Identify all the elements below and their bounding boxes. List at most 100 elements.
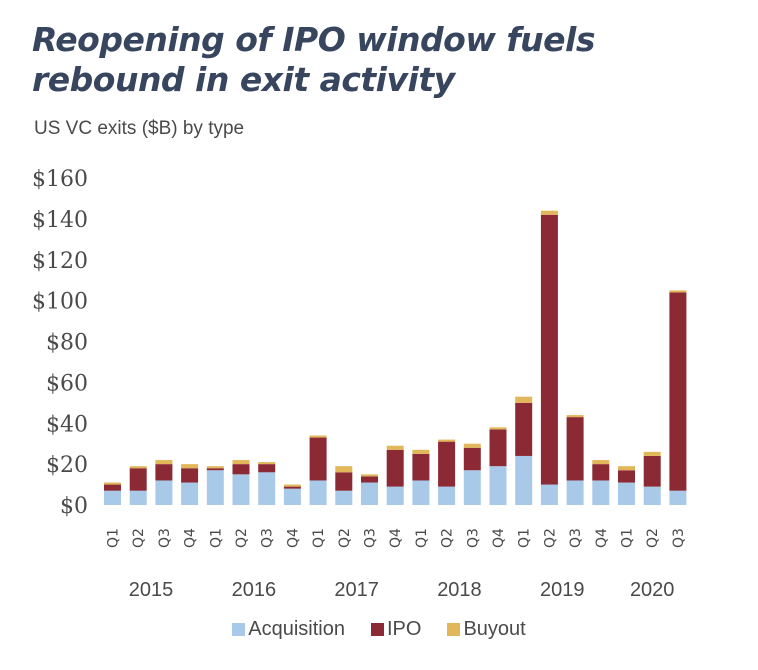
bar-buyout <box>361 474 378 477</box>
x-tick-label: Q4 <box>285 528 301 548</box>
bar-ipo <box>181 468 199 483</box>
year-label: 2020 <box>630 579 675 601</box>
bar-ipo <box>335 472 353 491</box>
year-label: 2016 <box>232 579 277 601</box>
bar-ipo <box>540 214 558 485</box>
x-tick-label: Q2 <box>645 528 661 548</box>
bar-acquisition <box>309 480 327 505</box>
bar-ipo <box>412 453 430 481</box>
bar-acquisition <box>592 480 610 505</box>
y-tick-label: $0 <box>60 494 88 519</box>
y-tick-label: $20 <box>46 453 88 478</box>
y-tick-label: $120 <box>32 249 88 274</box>
bar-ipo <box>515 402 533 456</box>
legend-label-ipo: IPO <box>387 618 422 640</box>
x-tick-label: Q4 <box>491 528 507 548</box>
legend-swatch-buyout <box>447 623 461 636</box>
bar-buyout <box>412 449 430 454</box>
x-tick-label: Q3 <box>465 528 481 548</box>
x-tick-label: Q4 <box>388 528 404 548</box>
bar-acquisition <box>181 482 199 505</box>
y-tick-label: $80 <box>46 331 88 356</box>
x-tick-label: Q2 <box>542 528 558 548</box>
bar-acquisition <box>232 474 250 505</box>
bar-acquisition <box>489 466 507 505</box>
x-tick-label: Q2 <box>440 528 456 548</box>
bar-buyout <box>592 460 610 465</box>
legend-item-ipo: IPO <box>371 618 421 641</box>
bar-acquisition <box>438 486 456 505</box>
year-label: 2019 <box>540 579 585 601</box>
bar-buyout <box>283 484 301 487</box>
bar-ipo <box>669 292 687 491</box>
x-tick-label: Q3 <box>260 528 276 548</box>
x-tick-label: Q1 <box>414 528 430 548</box>
bar-ipo <box>258 464 276 473</box>
bar-ipo <box>386 449 404 487</box>
y-axis: $0 $20 $40 $60 $80 $100 $120 $140 $160 <box>32 167 88 519</box>
y-tick-label: $60 <box>46 371 88 396</box>
legend: Acquisition IPO Buyout <box>0 618 758 641</box>
bar-acquisition <box>386 486 404 505</box>
y-tick-label: $160 <box>32 167 88 192</box>
legend-item-buyout: Buyout <box>447 618 526 641</box>
bar-ipo <box>361 476 378 483</box>
x-tick-label: Q1 <box>208 528 224 548</box>
bar-buyout <box>438 439 456 442</box>
bar-buyout <box>489 427 507 430</box>
bar-acquisition <box>643 486 661 505</box>
bar-ipo <box>129 468 147 491</box>
legend-swatch-acquisition <box>232 623 246 636</box>
bar-buyout <box>129 466 147 469</box>
bar-buyout <box>669 290 687 293</box>
bar-acquisition <box>335 490 353 505</box>
bar-ipo <box>489 429 507 467</box>
y-tick-label: $140 <box>32 208 88 233</box>
x-tick-label: Q4 <box>183 528 199 548</box>
bar-acquisition <box>412 480 430 505</box>
x-tick-label: Q1 <box>517 528 533 548</box>
bar-acquisition <box>155 480 173 505</box>
bar-ipo <box>155 464 173 481</box>
x-tick-label: Q3 <box>363 528 379 548</box>
bars <box>104 210 687 505</box>
bar-acquisition <box>618 482 635 505</box>
bar-chart: $0$20$40$60$80$100$120$140$160 Q1 Q2 Q3 Q4 Q… <box>32 167 687 601</box>
bar-buyout <box>386 445 404 450</box>
year-label: 2017 <box>334 579 379 601</box>
bar-buyout <box>618 466 635 471</box>
x-tick-label: Q1 <box>620 528 636 548</box>
bar-buyout <box>181 464 199 469</box>
bar-acquisition <box>104 490 121 505</box>
bar-acquisition <box>361 482 378 505</box>
bar-ipo <box>566 417 584 481</box>
legend-label-buyout: Buyout <box>463 618 526 640</box>
bar-buyout <box>515 396 533 403</box>
bar-buyout <box>540 210 558 215</box>
bar-ipo <box>309 437 327 481</box>
bar-buyout <box>155 460 173 465</box>
x-tick-label: Q4 <box>594 528 610 548</box>
x-tick-label: Q2 <box>131 528 147 548</box>
x-tick-label: Q1 <box>106 528 122 548</box>
x-tick-label: Q3 <box>671 528 687 548</box>
bar-ipo <box>643 455 661 487</box>
bar-ipo <box>232 464 250 475</box>
x-tick-label: Q3 <box>568 528 584 548</box>
bar-buyout <box>258 462 276 465</box>
bar-buyout <box>643 451 661 456</box>
bar-acquisition <box>463 470 481 505</box>
bar-ipo <box>104 484 121 491</box>
year-label: 2018 <box>437 579 482 601</box>
x-axis: Q1 Q2 Q3 Q4 Q1 Q2 Q3 Q4 Q1 Q2 Q3 Q4 Q1 Q2 Q3 Q4 Q1 Q2 Q3 Q4… <box>106 528 687 601</box>
bar-buyout <box>309 435 327 438</box>
bar-acquisition <box>669 490 687 505</box>
bar-ipo <box>618 470 635 483</box>
chart-title: Reopening of IPO window fuels rebound in… <box>32 20 596 99</box>
bar-buyout <box>206 466 224 469</box>
bar-acquisition <box>129 490 147 505</box>
legend-label-acquisition: Acquisition <box>248 618 345 640</box>
y-tick-label: $40 <box>46 412 88 437</box>
x-tick-label: Q2 <box>337 528 353 548</box>
bar-acquisition <box>283 488 301 505</box>
